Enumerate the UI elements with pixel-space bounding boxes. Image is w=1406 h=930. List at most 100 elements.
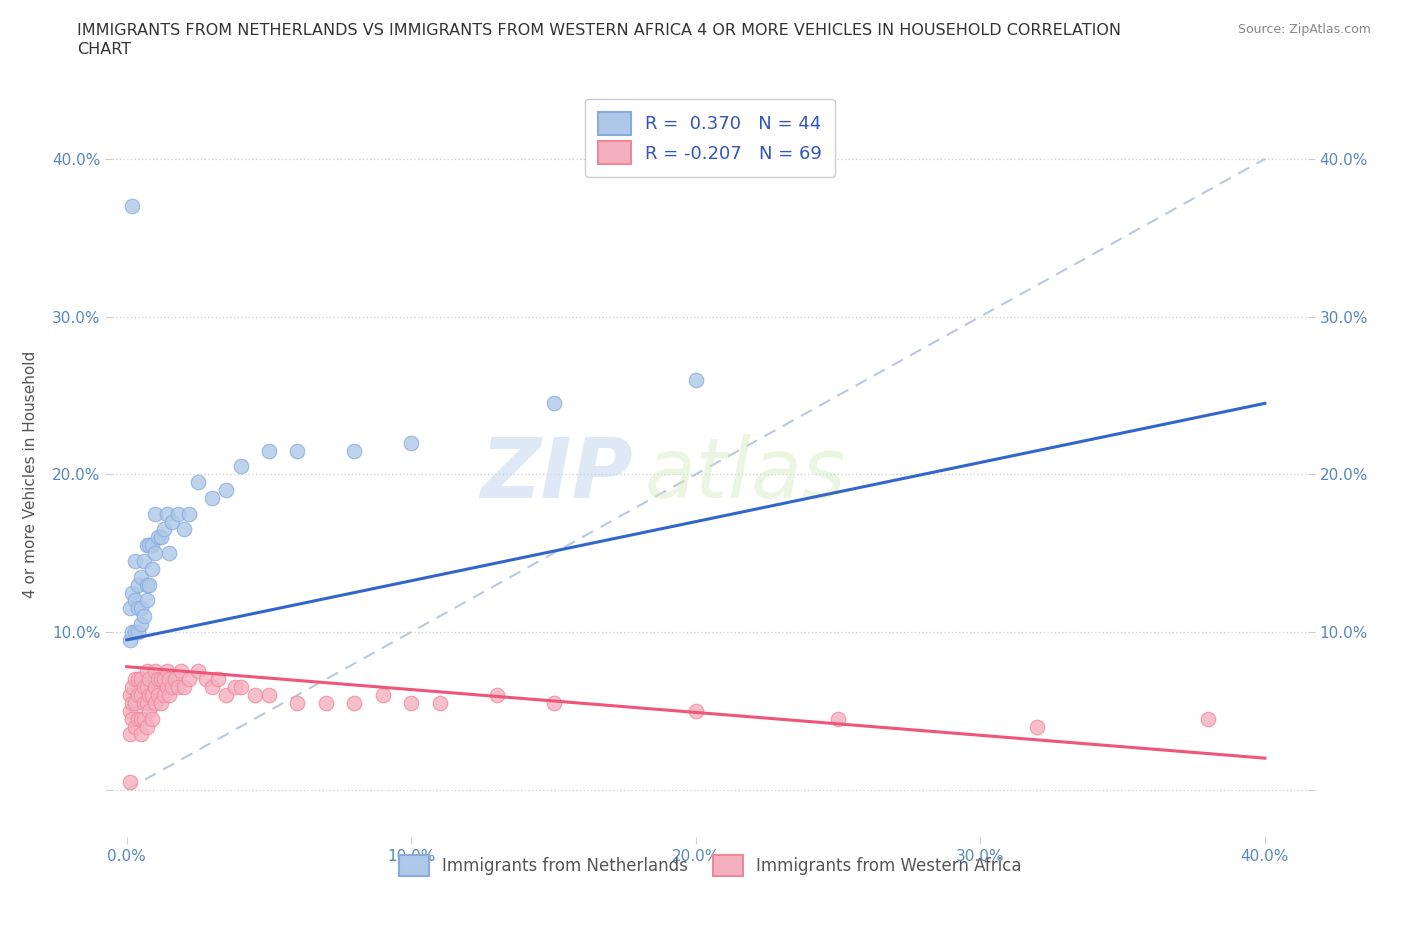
Point	[143, 680, 166, 695]
Point	[827, 711, 849, 726]
Point	[121, 625, 143, 640]
Point	[162, 514, 183, 529]
Point	[132, 696, 155, 711]
Point	[118, 727, 141, 742]
Point	[127, 601, 149, 616]
Text: IMMIGRANTS FROM NETHERLANDS VS IMMIGRANTS FROM WESTERN AFRICA 4 OR MORE VEHICLES: IMMIGRANTS FROM NETHERLANDS VS IMMIGRANT…	[77, 23, 1122, 38]
Point	[224, 680, 246, 695]
Point	[129, 671, 152, 686]
Point	[170, 664, 193, 679]
Text: ZIP: ZIP	[479, 433, 633, 515]
Point	[155, 680, 177, 695]
Point	[143, 664, 166, 679]
Point	[149, 696, 172, 711]
Text: Source: ZipAtlas.com: Source: ZipAtlas.com	[1237, 23, 1371, 36]
Point	[1197, 711, 1219, 726]
Point	[152, 687, 174, 702]
Point	[132, 711, 155, 726]
Point	[121, 696, 143, 711]
Point	[127, 687, 149, 702]
Point	[315, 696, 337, 711]
Point	[343, 444, 366, 458]
Point	[1026, 719, 1049, 734]
Point	[129, 687, 152, 702]
Point	[343, 696, 366, 711]
Point	[146, 530, 169, 545]
Point	[141, 562, 163, 577]
Point	[155, 664, 177, 679]
Point	[129, 601, 152, 616]
Point	[135, 593, 157, 608]
Point	[149, 671, 172, 686]
Point	[129, 569, 152, 584]
Text: CHART: CHART	[77, 42, 131, 57]
Point	[201, 680, 224, 695]
Point	[157, 546, 180, 561]
Point	[135, 719, 157, 734]
Point	[157, 671, 180, 686]
Point	[401, 435, 423, 450]
Point	[124, 696, 146, 711]
Point	[138, 703, 160, 718]
Point	[138, 578, 160, 592]
Point	[135, 696, 157, 711]
Point	[138, 671, 160, 686]
Point	[118, 775, 141, 790]
Point	[135, 538, 157, 552]
Point	[167, 680, 190, 695]
Point	[243, 687, 266, 702]
Point	[135, 680, 157, 695]
Point	[215, 687, 238, 702]
Legend: Immigrants from Netherlands, Immigrants from Western Africa: Immigrants from Netherlands, Immigrants …	[392, 848, 1028, 884]
Point	[118, 601, 141, 616]
Point	[152, 522, 174, 537]
Point	[543, 696, 565, 711]
Point	[124, 625, 146, 640]
Point	[179, 506, 201, 521]
Point	[195, 671, 218, 686]
Text: atlas: atlas	[644, 433, 846, 515]
Point	[132, 553, 155, 568]
Point	[187, 474, 209, 489]
Point	[124, 553, 146, 568]
Point	[155, 506, 177, 521]
Y-axis label: 4 or more Vehicles in Household: 4 or more Vehicles in Household	[24, 351, 38, 598]
Point	[141, 687, 163, 702]
Point	[207, 671, 229, 686]
Point	[167, 506, 190, 521]
Point	[127, 671, 149, 686]
Point	[162, 680, 183, 695]
Point	[229, 459, 252, 474]
Point	[146, 687, 169, 702]
Point	[371, 687, 394, 702]
Point	[543, 396, 565, 411]
Point	[121, 711, 143, 726]
Point	[138, 538, 160, 552]
Point	[127, 625, 149, 640]
Point	[152, 671, 174, 686]
Point	[141, 538, 163, 552]
Point	[173, 522, 195, 537]
Point	[118, 703, 141, 718]
Point	[118, 632, 141, 647]
Point	[165, 671, 187, 686]
Point	[127, 578, 149, 592]
Point	[685, 372, 707, 387]
Point	[129, 727, 152, 742]
Point	[124, 593, 146, 608]
Point	[129, 617, 152, 631]
Point	[132, 609, 155, 624]
Point	[401, 696, 423, 711]
Point	[138, 687, 160, 702]
Point	[485, 687, 508, 702]
Point	[143, 696, 166, 711]
Point	[146, 671, 169, 686]
Point	[149, 530, 172, 545]
Point	[132, 680, 155, 695]
Point	[229, 680, 252, 695]
Point	[141, 711, 163, 726]
Point	[129, 711, 152, 726]
Point	[173, 680, 195, 695]
Point	[135, 664, 157, 679]
Point	[143, 506, 166, 521]
